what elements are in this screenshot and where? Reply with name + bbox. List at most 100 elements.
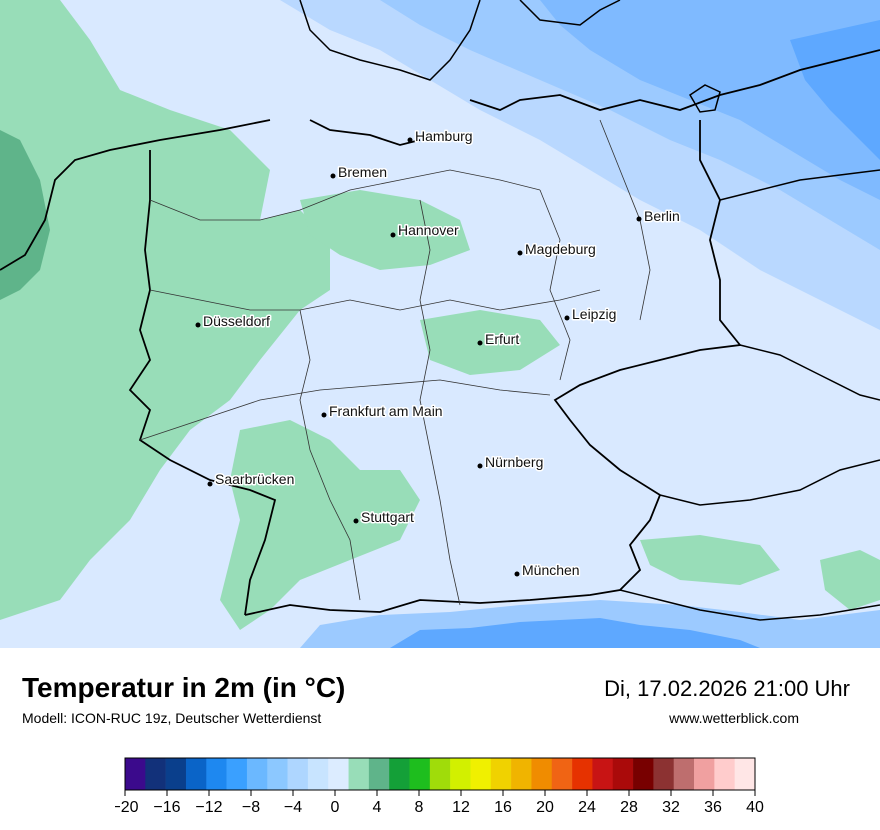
warm-zone-east	[820, 550, 880, 610]
city-hannover[interactable]: Hannover	[390, 221, 461, 240]
city-nuernberg[interactable]: Nürnberg	[477, 453, 545, 472]
temperature-legend: −20 −16 −12 −8 −4 0 4 8 12 16 20 24 28 32 36 40	[115, 757, 764, 816]
border-germany-south	[244, 494, 661, 616]
city-label: Leipzig	[572, 306, 616, 322]
city-marker	[407, 137, 413, 143]
city-label: München	[522, 562, 580, 578]
city-marker	[207, 481, 213, 487]
temperature-map[interactable]: Hamburg Bremen Berlin Hannover Magdeburg…	[0, 0, 880, 648]
legend-swatch	[348, 758, 370, 790]
legend-swatch	[694, 758, 715, 790]
city-bremen[interactable]: Bremen	[330, 163, 389, 182]
city-stuttgart[interactable]: Stuttgart	[353, 508, 416, 527]
warm-zone-coast	[0, 130, 50, 300]
legend-tick-label: 36	[704, 799, 722, 816]
city-label: Berlin	[644, 208, 680, 224]
legend-tick-label: 24	[578, 799, 596, 816]
city-magdeburg[interactable]: Magdeburg	[517, 240, 597, 259]
legend-swatch	[734, 758, 756, 790]
legend-tick-label: 0	[331, 799, 340, 816]
city-label: Hannover	[398, 222, 459, 238]
model-info: Modell: ICON-RUC 19z, Deutscher Wetterdi…	[22, 710, 322, 726]
city-hamburg[interactable]: Hamburg	[407, 127, 474, 146]
city-frankfurt-am-main[interactable]: Frankfurt am Main	[321, 402, 444, 421]
legend-swatch	[612, 758, 634, 790]
legend-tick-label: 16	[494, 799, 512, 816]
legend-tick-label: 20	[536, 799, 554, 816]
warm-zone-bavaria	[640, 535, 780, 585]
coastline-denmark	[299, 0, 621, 81]
city-label: Erfurt	[485, 331, 519, 347]
coastline-north-sea	[0, 119, 421, 271]
legend-swatch	[511, 758, 532, 790]
legend-swatch	[125, 758, 146, 790]
city-label: Magdeburg	[525, 241, 596, 257]
warm-zone-rhine	[220, 420, 420, 630]
legend-swatch	[206, 758, 227, 790]
legend-swatches	[124, 757, 756, 791]
island-ruegen	[688, 84, 721, 113]
legend-swatch	[531, 758, 553, 790]
legend-swatch	[287, 758, 309, 790]
legend-tick-label: −16	[153, 799, 180, 816]
legend-swatch	[267, 758, 288, 790]
legend-tick-label: −4	[284, 799, 302, 816]
legend-swatch	[165, 758, 187, 790]
city-saarbruecken[interactable]: Saarbrücken	[207, 470, 296, 489]
city-marker	[390, 232, 396, 238]
city-erfurt[interactable]: Erfurt	[477, 330, 521, 349]
cold-zone-alps-peaks	[390, 618, 760, 648]
city-marker	[636, 216, 642, 222]
city-duesseldorf[interactable]: Düsseldorf	[195, 312, 272, 331]
city-marker	[477, 463, 483, 469]
city-marker	[195, 322, 201, 328]
legend-swatch	[409, 758, 431, 790]
border-germany-east	[553, 120, 742, 496]
legend-swatch	[673, 758, 695, 790]
city-leipzig[interactable]: Leipzig	[564, 305, 618, 324]
legend-swatch	[389, 758, 410, 790]
source-link[interactable]: www.wetterblick.com	[669, 710, 799, 726]
city-berlin[interactable]: Berlin	[636, 207, 681, 226]
legend-swatch	[307, 758, 329, 790]
legend-swatch	[450, 758, 471, 790]
border-czech	[659, 344, 880, 506]
city-marker	[477, 340, 483, 346]
legend-swatch	[633, 758, 654, 790]
city-label: Bremen	[338, 164, 387, 180]
legend-tick-label: −8	[242, 799, 260, 816]
legend-tick-label: −20	[115, 799, 139, 816]
city-label: Düsseldorf	[203, 313, 270, 329]
city-marker	[517, 250, 523, 256]
coastline-baltic	[469, 49, 880, 111]
city-marker	[353, 518, 359, 524]
city-label: Frankfurt am Main	[329, 403, 443, 419]
legend-tick-label: 28	[620, 799, 638, 816]
border-germany-west	[128, 150, 277, 616]
legend-swatch	[246, 758, 268, 790]
warm-zone-west	[0, 0, 330, 620]
state-borders	[139, 119, 651, 606]
legend-swatch	[429, 758, 451, 790]
city-marker	[564, 315, 570, 321]
city-muenchen[interactable]: München	[514, 561, 581, 580]
border-poland	[719, 169, 880, 201]
warm-zone-thuringia	[420, 310, 560, 375]
legend-tick-label: 8	[415, 799, 424, 816]
legend-swatch	[490, 758, 512, 790]
page-title: Temperatur in 2m (in °C)	[22, 672, 346, 703]
legend-frame	[124, 757, 756, 791]
map-footer	[0, 648, 880, 830]
legend-swatch	[653, 758, 675, 790]
legend-swatch	[185, 758, 207, 790]
legend-ticks: −20 −16 −12 −8 −4 0 4 8 12 16 20 24 28 32 36 40	[115, 790, 764, 816]
legend-tick-label: −12	[195, 799, 222, 816]
legend-swatch	[226, 758, 248, 790]
legend-swatch	[470, 758, 492, 790]
legend-swatch	[368, 758, 390, 790]
forecast-datetime: Di, 17.02.2026 21:00 Uhr	[604, 676, 850, 701]
legend-swatch	[551, 758, 573, 790]
warm-zone-hannover	[300, 190, 470, 270]
legend-swatch	[714, 758, 735, 790]
legend-tick-label: 32	[662, 799, 680, 816]
